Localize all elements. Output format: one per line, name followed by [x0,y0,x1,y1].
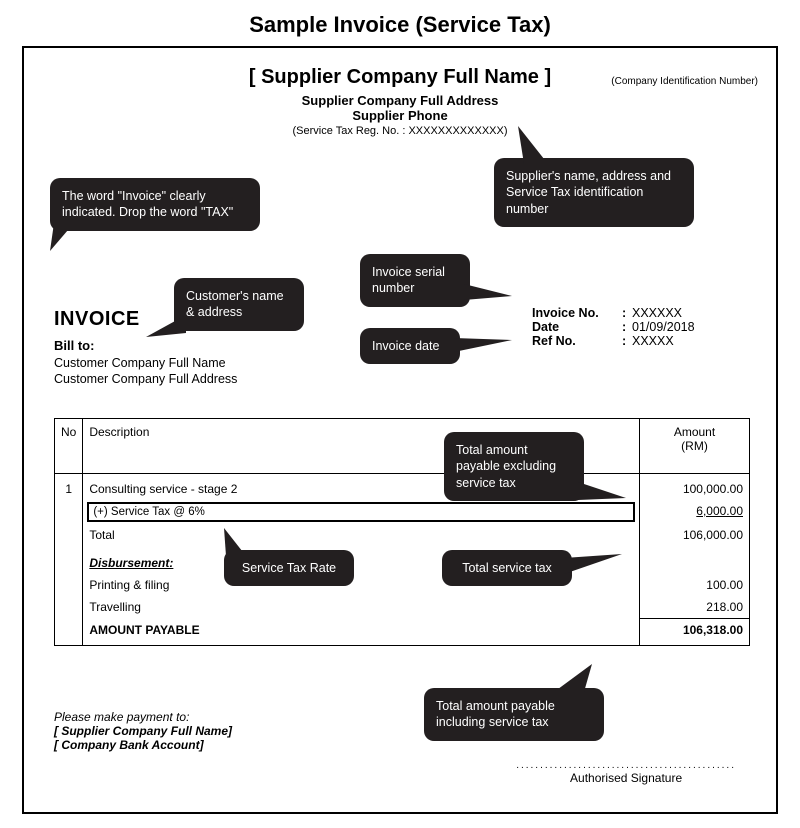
callout-tail-icon [146,311,186,341]
callout-serial: Invoice serial number [360,254,470,307]
payment-line1: [ Supplier Company Full Name] [54,724,232,738]
callout-customer: Customer's name & address [174,278,304,331]
th-amount: Amount (RM) [640,419,750,474]
supplier-phone: Supplier Phone [24,108,776,123]
callout-date: Invoice date [360,328,460,364]
signature-block: ........................................… [516,760,736,785]
invoice-meta: Invoice No. : XXXXXX Date : 01/09/2018 R… [532,306,695,348]
ref-value: XXXXX [632,334,674,348]
supplier-address: Supplier Company Full Address [24,93,776,108]
service-tax-row: (+) Service Tax @ 6% [87,502,635,522]
th-no: No [55,419,83,474]
invoice-heading: INVOICE [54,308,140,331]
payment-instructions: Please make payment to: [ Supplier Compa… [54,710,232,752]
invoice-no-label: Invoice No. [532,306,622,320]
customer-name: Customer Company Full Name [54,356,226,370]
callout-total-excl: Total amount payable excluding service t… [444,432,584,501]
callout-invoice-word: The word "Invoice" clearly indicated. Dr… [50,178,260,231]
date-value: 01/09/2018 [632,320,695,334]
callout-tail-icon [454,336,514,354]
payment-please: Please make payment to: [54,710,232,724]
total-label: Total [83,524,640,546]
line-amount: 100,000.00 [640,474,750,501]
callout-tail-icon [48,223,78,253]
callout-tail-icon [564,554,624,580]
supplier-tax-reg: (Service Tax Reg. No. : XXXXXXXXXXXXX) [24,125,776,137]
invoice-no-value: XXXXXX [632,306,682,320]
date-label: Date [532,320,622,334]
signature-dots: ........................................… [516,760,736,771]
disb-item-2: Travelling [83,596,640,619]
payment-line2: [ Company Bank Account] [54,738,232,752]
callout-tail-icon [578,480,628,502]
supplier-name: [ Supplier Company Full Name ] [249,66,551,88]
ref-label: Ref No. [532,334,622,348]
signature-label: Authorised Signature [516,771,736,785]
disb-amount-1: 100.00 [640,574,750,596]
customer-address: Customer Company Full Address [54,372,237,386]
amount-payable-value: 106,318.00 [640,619,750,646]
callout-tail-icon [222,528,252,558]
total-amount: 106,000.00 [640,524,750,546]
callout-supplier: Supplier's name, address and Service Tax… [494,158,694,227]
callout-total-tax: Total service tax [442,550,572,586]
company-id: (Company Identification Number) [611,76,758,87]
bill-to-label: Bill to: [54,338,94,353]
amount-payable-label: AMOUNT PAYABLE [83,619,640,646]
callout-tail-icon [464,282,514,302]
disb-amount-2: 218.00 [640,596,750,619]
line-no: 1 [55,474,83,646]
invoice-frame: [ Supplier Company Full Name ] (Company … [22,46,778,814]
supplier-block: [ Supplier Company Full Name ] (Company … [24,66,776,137]
callout-tail-icon [514,126,554,166]
line-items-table: No Description Amount (RM) 1 Consulting … [54,418,750,646]
service-tax-amount: 6,000.00 [640,500,750,524]
page-title: Sample Invoice (Service Tax) [0,0,800,44]
callout-total-incl: Total amount payable including service t… [424,688,604,741]
callout-tax-rate: Service Tax Rate [224,550,354,586]
callout-tail-icon [544,664,594,694]
